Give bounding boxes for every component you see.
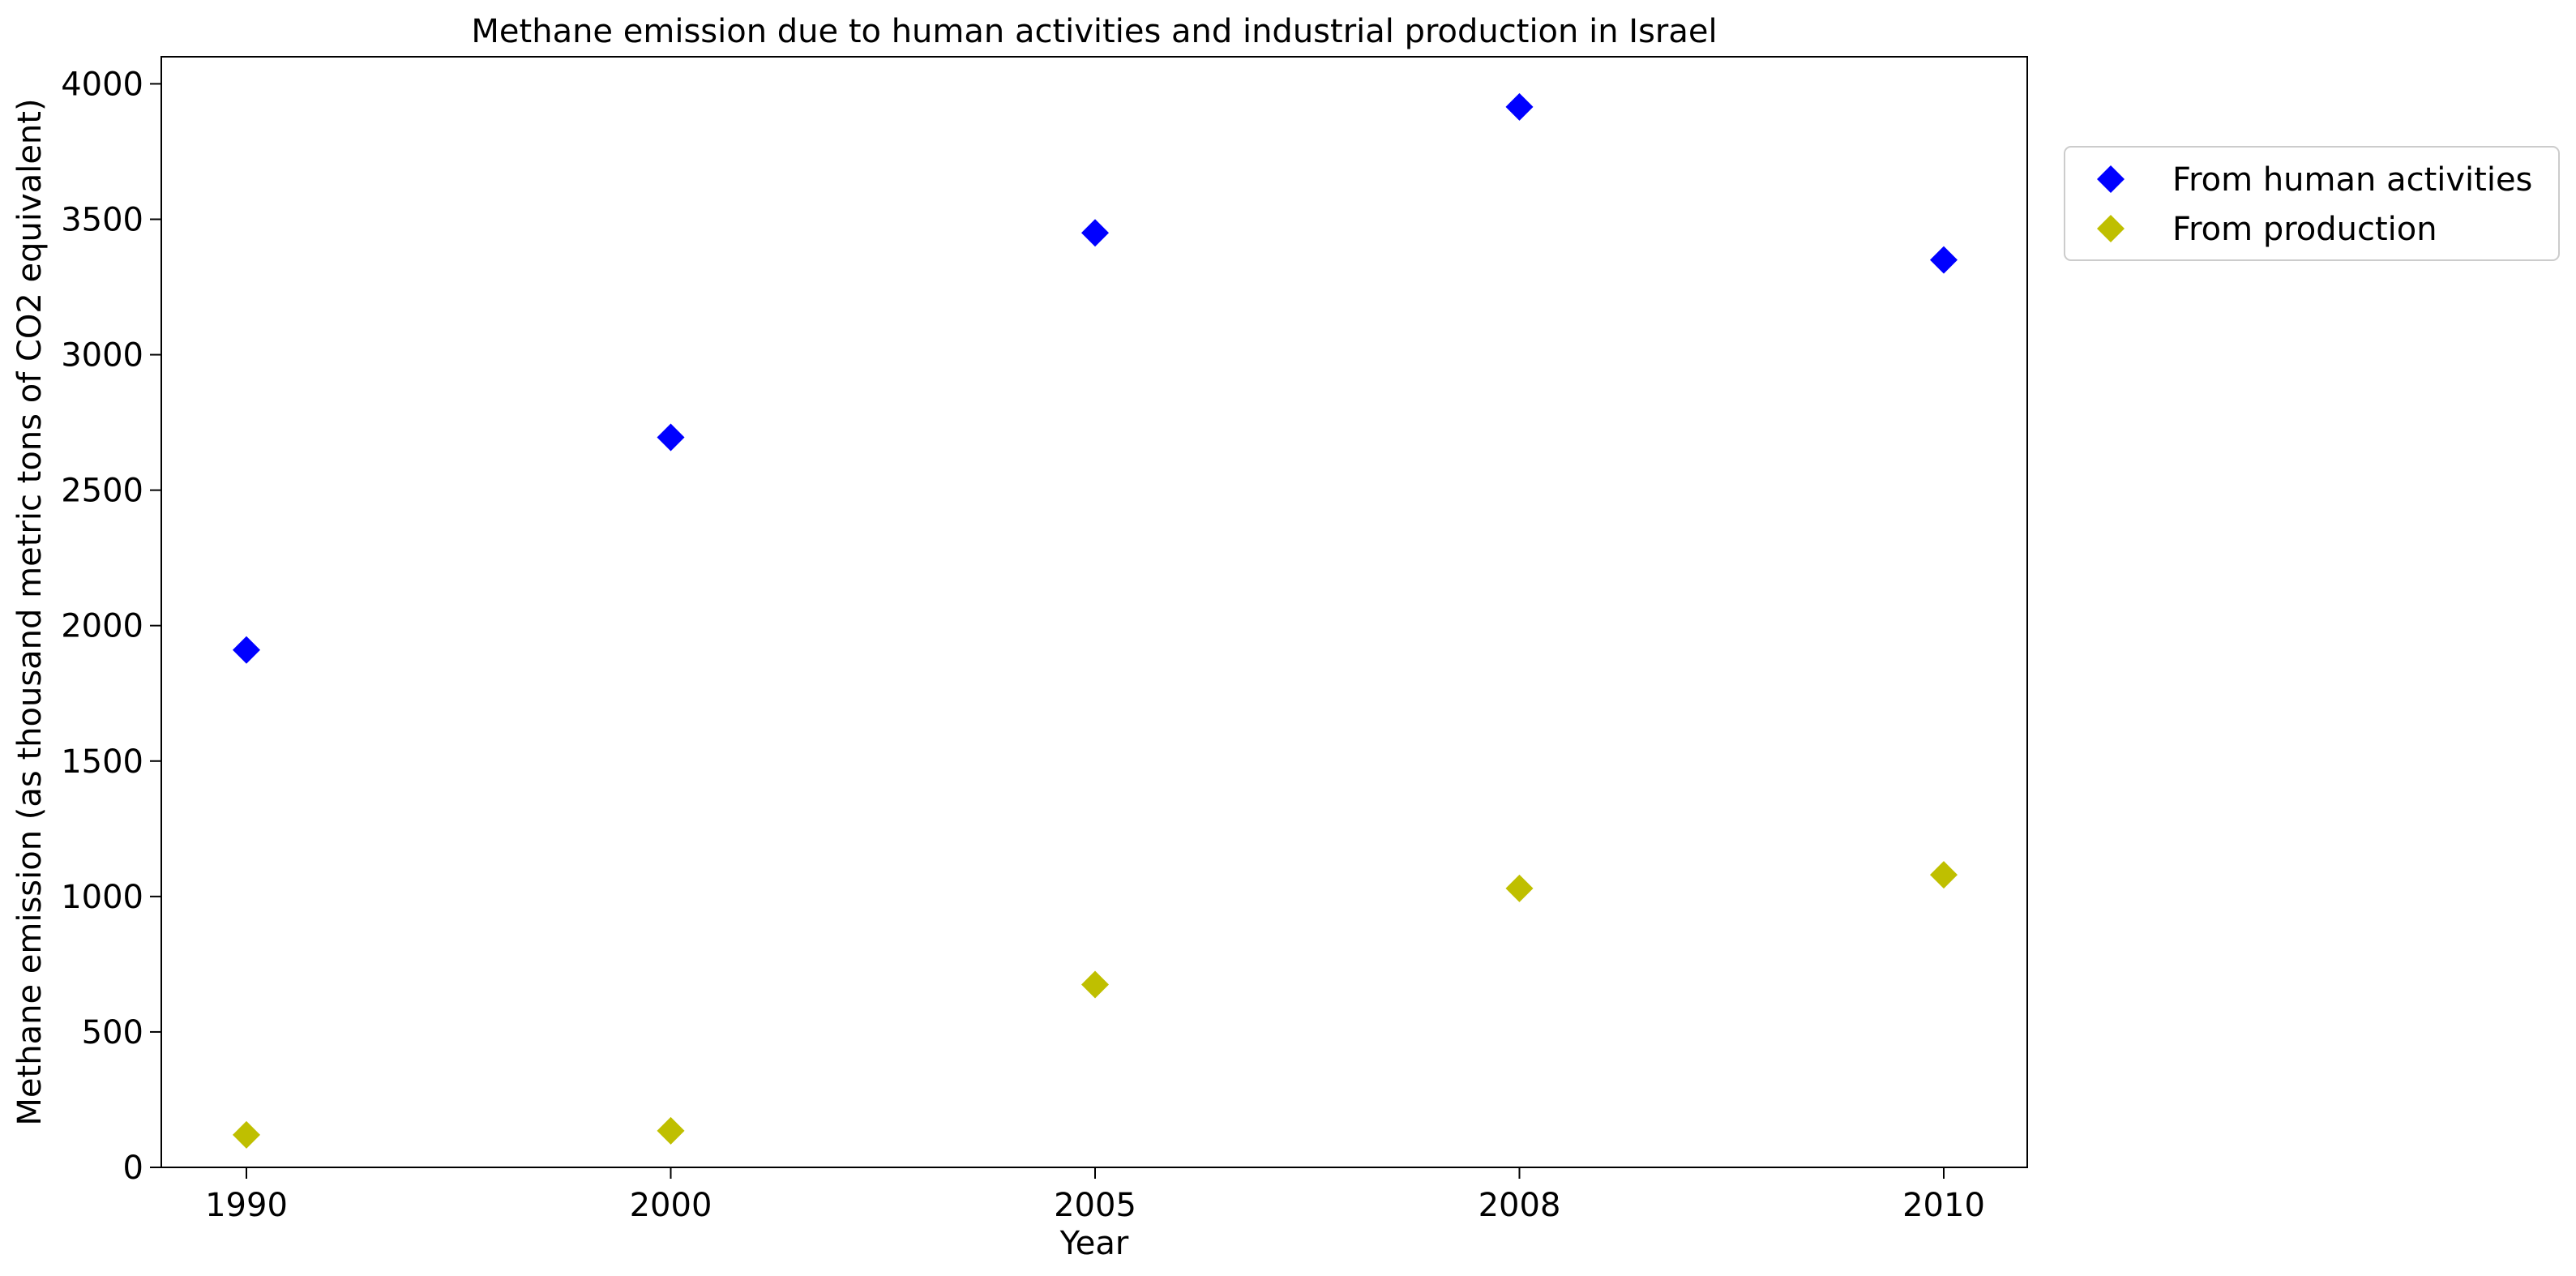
point-series-1 — [657, 423, 685, 452]
point-series-2 — [1505, 874, 1534, 902]
x-tick-label: 1990 — [205, 1187, 288, 1224]
point-series-2 — [657, 1116, 685, 1145]
point-series-1 — [1505, 92, 1534, 121]
point-series-1 — [233, 636, 260, 664]
legend-label-series-1: From human activities — [2172, 161, 2532, 199]
legend-box — [2064, 146, 2560, 261]
chart-title: Methane emission due to human activities… — [471, 13, 1717, 50]
y-tick-label: 2000 — [61, 608, 143, 645]
y-tick-label: 500 — [82, 1014, 143, 1051]
x-tick-label: 2008 — [1478, 1187, 1561, 1224]
legend-label-series-2: From production — [2172, 211, 2437, 248]
x-tick-label: 2000 — [630, 1187, 712, 1224]
legend-marker-series-1 — [2097, 165, 2125, 193]
point-series-1 — [1930, 246, 1958, 274]
point-series-2 — [1081, 970, 1109, 999]
y-axis: 0 500 1000 1500 2000 2500 3000 3500 4000 — [61, 66, 161, 1187]
point-series-2 — [233, 1120, 260, 1149]
x-tick-label: 2005 — [1054, 1187, 1136, 1224]
data-points — [233, 92, 1958, 1149]
legend: From human activities From production — [2064, 146, 2560, 261]
y-tick-label: 0 — [123, 1150, 143, 1187]
point-series-1 — [1081, 219, 1109, 247]
y-tick-label: 3000 — [61, 337, 143, 375]
y-axis-label: Methane emission (as thousand metric ton… — [11, 98, 49, 1125]
y-tick-label: 3500 — [61, 201, 143, 238]
x-tick-label: 2010 — [1902, 1187, 1985, 1224]
x-axis: 1990 2000 2005 2008 2010 — [205, 1167, 1985, 1224]
legend-marker-series-2 — [2097, 215, 2125, 242]
y-tick-label: 4000 — [61, 66, 143, 103]
y-tick-label: 1500 — [61, 743, 143, 781]
x-axis-label: Year — [1059, 1225, 1129, 1262]
y-tick-label: 2500 — [61, 473, 143, 510]
y-tick-label: 1000 — [61, 879, 143, 916]
point-series-2 — [1930, 861, 1958, 889]
